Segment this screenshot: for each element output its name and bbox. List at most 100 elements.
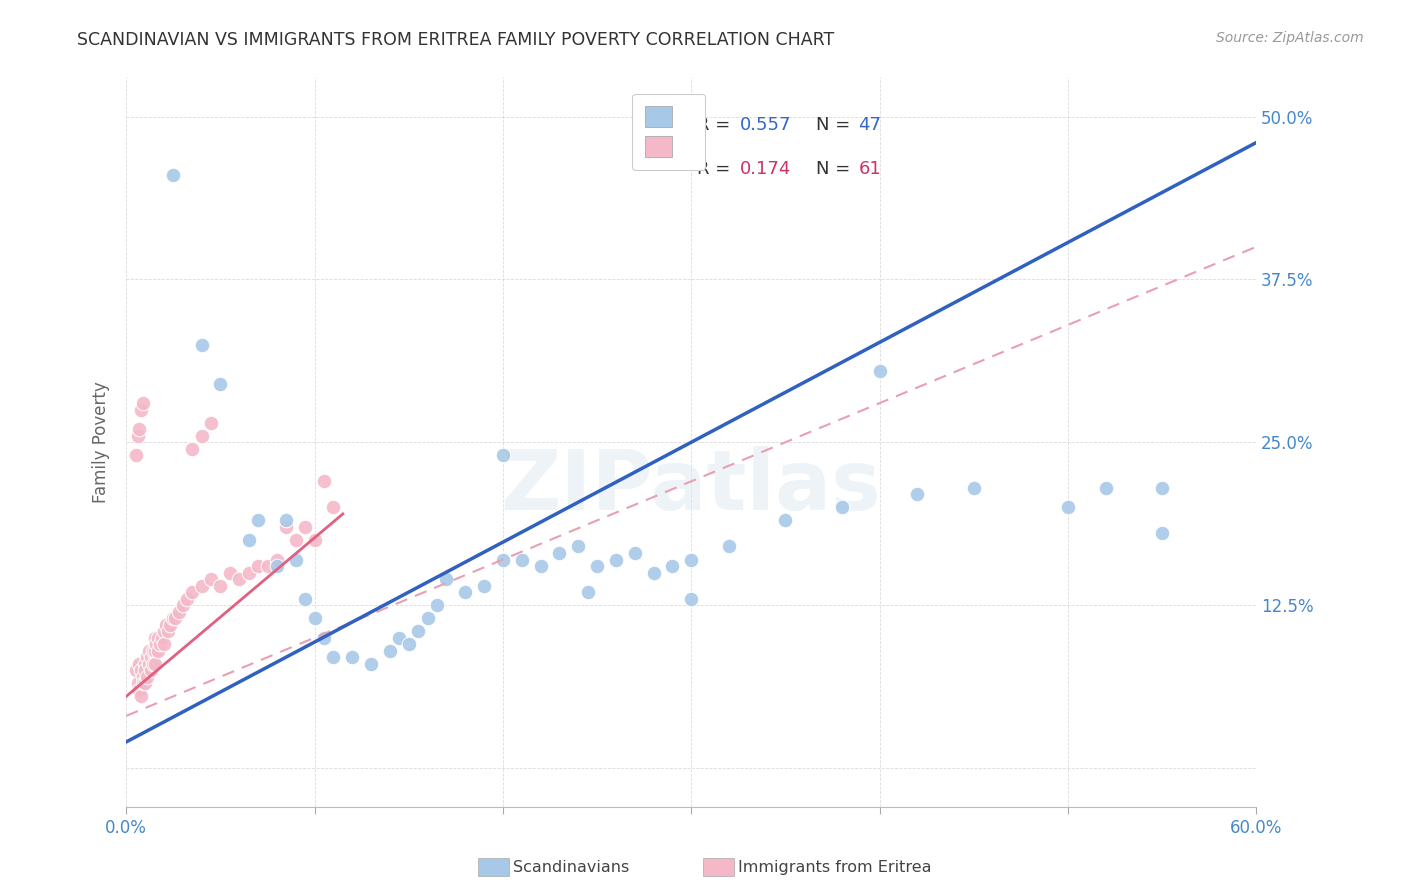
Point — [131, 402, 153, 417]
Point — [831, 500, 853, 515]
Text: 47: 47 — [859, 116, 882, 134]
Point — [127, 428, 149, 442]
Point — [963, 481, 986, 495]
Point — [142, 657, 165, 671]
Point — [378, 643, 401, 657]
Point — [312, 631, 335, 645]
Y-axis label: Family Poverty: Family Poverty — [93, 382, 110, 503]
Point — [1094, 481, 1116, 495]
Text: 0.557: 0.557 — [740, 116, 792, 134]
Point — [1057, 500, 1080, 515]
Point — [360, 657, 382, 671]
Point — [548, 546, 571, 560]
Point — [398, 637, 420, 651]
Point — [149, 637, 172, 651]
Point — [661, 559, 683, 574]
Point — [869, 363, 891, 377]
Point — [643, 566, 665, 580]
Point — [472, 578, 495, 592]
Point — [567, 540, 589, 554]
Point — [138, 657, 160, 671]
Point — [576, 585, 599, 599]
Text: SCANDINAVIAN VS IMMIGRANTS FROM ERITREA FAMILY POVERTY CORRELATION CHART: SCANDINAVIAN VS IMMIGRANTS FROM ERITREA … — [77, 31, 835, 49]
Point — [426, 598, 449, 612]
Point — [247, 513, 270, 527]
Point — [132, 396, 155, 410]
Text: 0.174: 0.174 — [740, 160, 792, 178]
Point — [153, 624, 176, 639]
Point — [143, 657, 166, 671]
Point — [1150, 481, 1173, 495]
Point — [322, 650, 344, 665]
Point — [492, 448, 515, 462]
Text: Immigrants from Eritrea: Immigrants from Eritrea — [738, 861, 932, 875]
Point — [132, 670, 155, 684]
Point — [142, 643, 165, 657]
Point — [153, 637, 176, 651]
Point — [136, 650, 159, 665]
Point — [145, 637, 167, 651]
Point — [276, 520, 298, 534]
Point — [143, 631, 166, 645]
Legend:   ,   : , — [633, 94, 706, 169]
Point — [181, 585, 204, 599]
Point — [200, 416, 222, 430]
Point — [266, 559, 288, 574]
Point — [139, 650, 162, 665]
Point — [623, 546, 645, 560]
Point — [128, 422, 150, 436]
Point — [125, 448, 148, 462]
Point — [388, 631, 411, 645]
Point — [181, 442, 204, 456]
Text: N =: N = — [815, 116, 855, 134]
Point — [218, 566, 240, 580]
Point — [342, 650, 364, 665]
Point — [717, 540, 740, 554]
Text: 61: 61 — [859, 160, 882, 178]
Point — [125, 663, 148, 677]
Point — [905, 487, 928, 501]
Point — [209, 376, 232, 391]
Point — [1150, 526, 1173, 541]
Point — [304, 533, 326, 547]
Point — [775, 513, 797, 527]
Text: R =: R = — [697, 160, 735, 178]
Point — [134, 657, 156, 671]
Point — [238, 533, 260, 547]
Point — [165, 611, 187, 625]
Point — [148, 631, 170, 645]
Point — [304, 611, 326, 625]
Point — [247, 559, 270, 574]
Point — [138, 643, 160, 657]
Point — [150, 631, 173, 645]
Point — [134, 663, 156, 677]
Point — [529, 559, 551, 574]
Point — [238, 566, 260, 580]
Text: Scandinavians: Scandinavians — [513, 861, 630, 875]
Point — [127, 676, 149, 690]
Point — [510, 552, 533, 566]
Point — [190, 337, 212, 351]
Point — [276, 513, 298, 527]
Point — [159, 617, 181, 632]
Point — [134, 676, 156, 690]
Point — [132, 676, 155, 690]
Point — [190, 578, 212, 592]
Point — [605, 552, 627, 566]
Point — [131, 663, 153, 677]
Point — [143, 643, 166, 657]
Text: ZIPatlas: ZIPatlas — [501, 445, 882, 526]
Point — [136, 670, 159, 684]
Point — [162, 168, 184, 182]
Point — [294, 591, 316, 606]
Text: N =: N = — [815, 160, 855, 178]
Point — [209, 578, 232, 592]
Point — [436, 572, 458, 586]
Point — [200, 572, 222, 586]
Point — [167, 605, 190, 619]
Point — [172, 598, 194, 612]
Point — [155, 617, 177, 632]
Point — [284, 552, 307, 566]
Point — [416, 611, 439, 625]
Point — [492, 552, 515, 566]
